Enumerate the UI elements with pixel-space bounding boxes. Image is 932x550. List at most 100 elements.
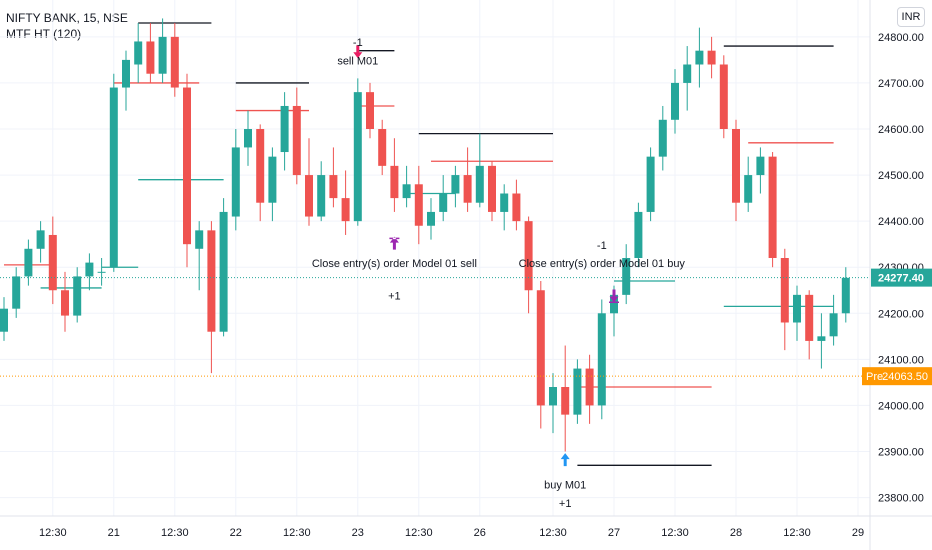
trade-annotations: sell M01 -1 Close entry(s) order Model 01 … (312, 37, 686, 510)
y-tick-label: 24100.00 (878, 354, 924, 366)
candle-body (597, 313, 606, 406)
candle-body (378, 129, 387, 166)
candle-body (109, 87, 118, 268)
candle-body (353, 92, 362, 222)
candle-body (61, 290, 69, 316)
y-tick-label: 24600.00 (878, 124, 924, 136)
x-tick-label: 12:30 (405, 527, 433, 539)
x-tick-label: 28 (730, 527, 742, 539)
candle-body (463, 175, 472, 203)
candle-body (427, 211, 435, 226)
candle-body (829, 313, 838, 337)
candle-body (97, 271, 106, 273)
indicator-title[interactable]: MTF HT (120) (6, 27, 82, 41)
y-tick-label: 23900.00 (878, 447, 924, 459)
candle-body (536, 290, 545, 406)
candle-body (256, 129, 265, 203)
candle-body (158, 36, 167, 74)
last-price-tag (871, 268, 932, 287)
candle-body (658, 119, 667, 157)
annotation-label: Close entry(s) order Model 01 buy (519, 258, 686, 270)
y-tick-label: 24800.00 (878, 32, 924, 44)
chart-grid (0, 0, 870, 516)
candle-body (219, 211, 228, 332)
candle-body (292, 105, 301, 176)
candlestick-series (0, 18, 850, 452)
candle-body (549, 387, 557, 406)
candle-body (634, 211, 643, 258)
x-tick-label: 23 (352, 527, 364, 539)
candle-body (695, 50, 704, 65)
candle-body (793, 294, 801, 323)
candle-body (744, 175, 753, 203)
time-axis[interactable]: 12:30 21 12:30 22 12:30 23 12:30 26 12:30 27 12:30… (0, 515, 932, 539)
candle-body (341, 198, 350, 222)
prev-close-tag (862, 367, 932, 386)
candle-body (244, 129, 252, 148)
candle-body (48, 234, 57, 291)
annotation-label: -1 (353, 37, 363, 49)
candle-body (231, 147, 240, 217)
candle-body (475, 165, 484, 203)
candle-body (134, 41, 143, 65)
candle-body (573, 368, 582, 415)
price-axis[interactable]: 23800.00 23900.00 24000.00 24100.00 24200.00… (869, 0, 924, 550)
candle-body (719, 64, 728, 129)
candle-body (12, 276, 21, 309)
candle-body (146, 41, 155, 74)
x-tick-label: 29 (852, 527, 864, 539)
candle-body (122, 59, 130, 88)
candle-body (390, 165, 399, 199)
candle-body (451, 175, 460, 194)
annotation-label: buy M01 (544, 479, 586, 491)
x-tick-label: 12:30 (161, 527, 189, 539)
candle-body (329, 175, 338, 199)
annotation-label: +1 (388, 290, 401, 302)
y-tick-label: 24500.00 (878, 170, 924, 182)
candle-body (646, 156, 655, 212)
candle-body (805, 294, 814, 341)
candle-body (280, 105, 289, 153)
candle-body (183, 87, 191, 245)
sell-arrow-icon (353, 45, 363, 59)
candle-body (0, 308, 8, 332)
x-tick-label: 21 (108, 527, 120, 539)
candle-body (402, 184, 411, 199)
candle-body (488, 165, 496, 212)
candle-body (817, 336, 826, 341)
exit-arrow-icon (609, 289, 619, 303)
x-tick-label: 27 (608, 527, 620, 539)
y-tick-label: 23800.00 (878, 493, 924, 505)
currency-button[interactable]: INR (897, 7, 925, 27)
x-tick-label: 12:30 (539, 527, 567, 539)
x-tick-label: 12:30 (783, 527, 811, 539)
annotation-label: sell M01 (337, 56, 378, 68)
y-tick-label: 24700.00 (878, 78, 924, 90)
candle-body (207, 230, 216, 332)
candle-body (317, 175, 326, 217)
y-tick-label: 24400.00 (878, 216, 924, 228)
annotation-label: Close entry(s) order Model 01 sell (312, 258, 477, 270)
symbol-title[interactable]: NIFTY BANK, 15, NSE (6, 11, 128, 25)
annotation-label: +1 (559, 498, 572, 510)
y-tick-label: 24000.00 (878, 400, 924, 412)
x-tick-label: 12:30 (283, 527, 311, 539)
x-tick-label: 12:30 (661, 527, 689, 539)
candle-body (24, 248, 33, 277)
annotation-label: -1 (597, 240, 607, 252)
candle-body (683, 64, 692, 83)
last-price-label: 24277.40 (878, 273, 924, 285)
candle-body (439, 193, 448, 212)
candle-body (756, 156, 765, 176)
candle-body (36, 230, 45, 249)
candle-body (622, 258, 631, 295)
candle-body (524, 221, 533, 291)
prev-close-prefix: Pre (866, 371, 883, 383)
candle-body (671, 82, 679, 120)
candle-body (500, 193, 509, 212)
buy-arrow-icon (560, 453, 570, 467)
candle-body (610, 294, 618, 314)
candle-body (841, 277, 850, 314)
candle-body (585, 368, 594, 406)
